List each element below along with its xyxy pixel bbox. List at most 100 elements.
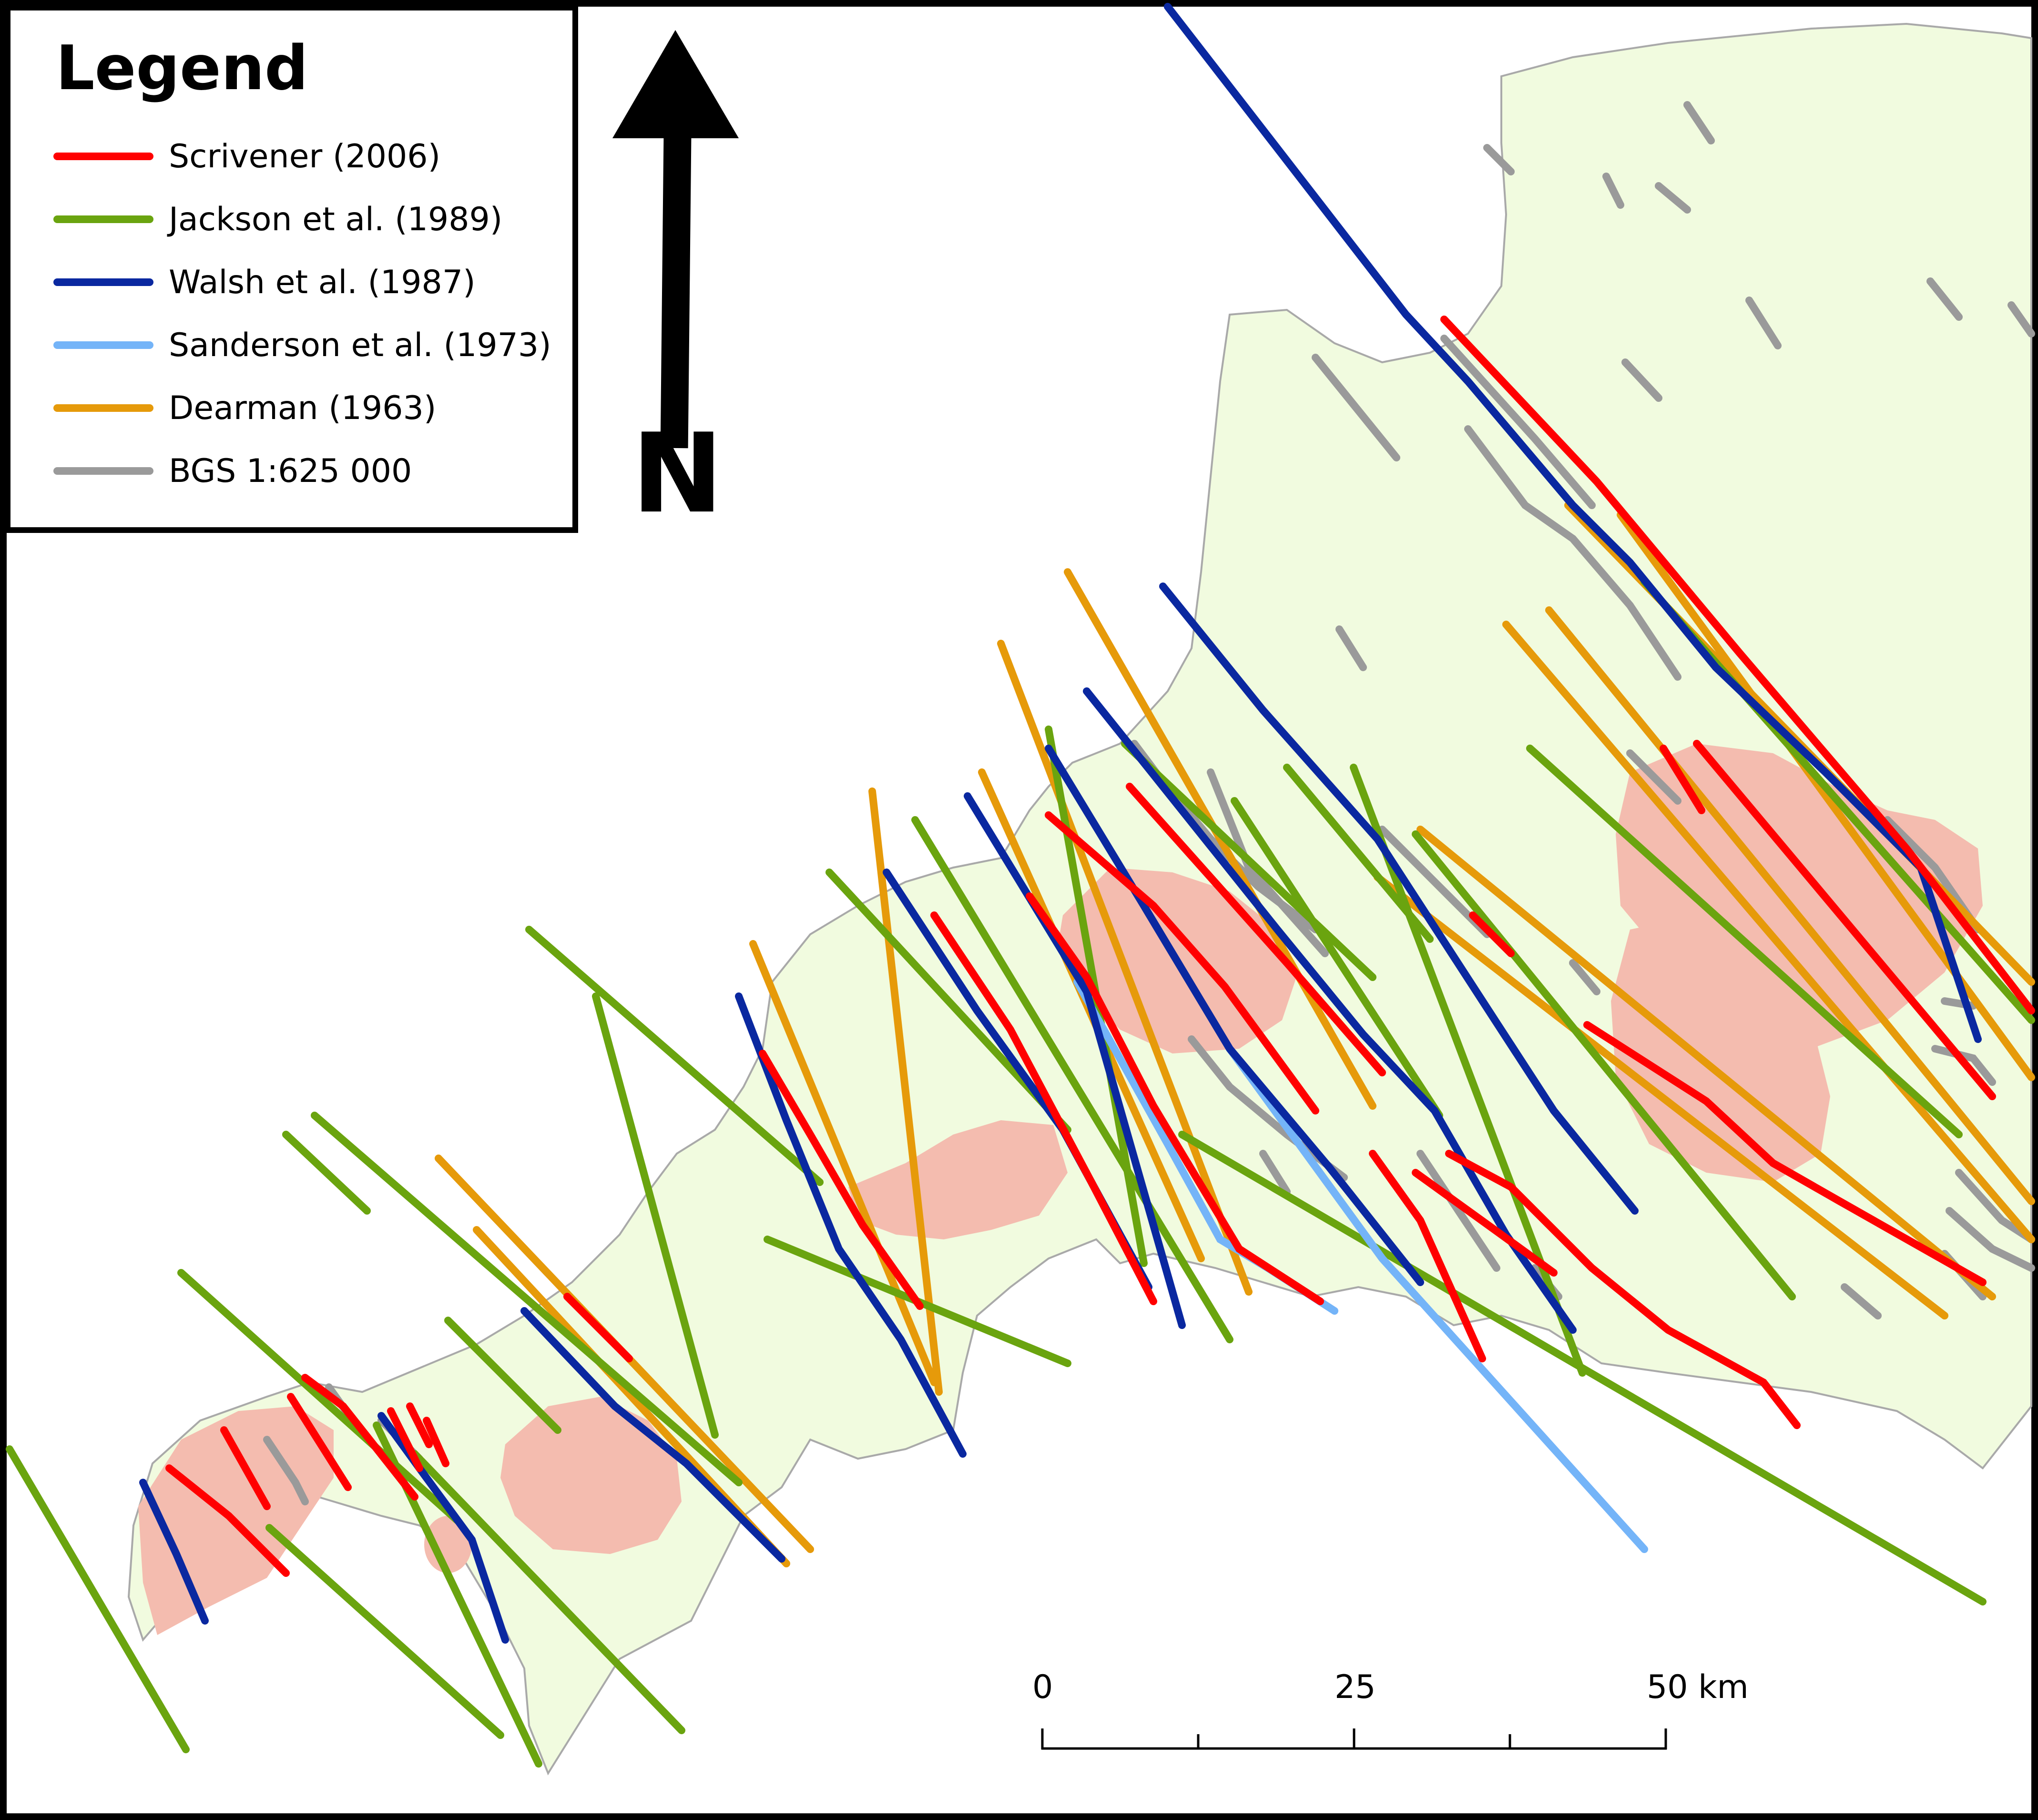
jackson-fault (177, 1269, 461, 1524)
walsh-fault (1164, 3, 1982, 1043)
walsh-fault (735, 992, 967, 1458)
jackson-fault (6, 1445, 190, 1753)
scale-bar-line (1041, 1728, 1667, 1750)
granite-small-1 (424, 1516, 472, 1573)
jackson-fault (311, 1112, 743, 1486)
scrivener-fault (406, 1402, 433, 1448)
legend-swatch (53, 153, 153, 160)
scrivener-fault (1445, 1150, 1801, 1429)
scale-label-50: 50 km (1647, 1668, 1749, 1706)
scrivener-fault (220, 1426, 271, 1510)
bgs-faults (263, 101, 2035, 1505)
legend-swatch (53, 278, 153, 286)
jackson-fault (592, 992, 719, 1439)
jackson-fault (1178, 1131, 1987, 1605)
scrivener-fault (1026, 892, 1324, 1305)
scrivener-fault (1693, 740, 1996, 1100)
sanderson-fault (1226, 1045, 1648, 1553)
legend-swatch (53, 341, 153, 349)
bgs-fault (263, 1436, 309, 1505)
legend-swatch (53, 404, 153, 412)
scrivener-fault (1660, 745, 1705, 814)
bgs-fault (1378, 826, 1491, 938)
walsh-fault (1045, 745, 1424, 1286)
bgs-fault (1931, 1045, 1996, 1086)
dearman-fault (997, 640, 1253, 1296)
jackson-fault (525, 926, 824, 1186)
jackson-fault (444, 1317, 561, 1434)
dearman-fault (868, 787, 943, 1396)
scrivener-fault (287, 1393, 352, 1491)
scrivener-fault (1369, 1150, 1486, 1362)
legend-item-walsh: Walsh et al. (1987) (53, 261, 578, 304)
legend-label: Jackson et al. (1989) (169, 201, 503, 238)
jackson-fault (1121, 740, 1376, 981)
bgs-fault (1655, 182, 1691, 214)
bgs-fault (1946, 1207, 2035, 1272)
jackson-fault (1412, 830, 1796, 1300)
bgs-fault (1335, 625, 1367, 671)
legend-item-sanderson: Sanderson et al. (1973) (53, 324, 578, 367)
bgs-fault (1569, 959, 1600, 995)
bgs-fault (1483, 144, 1515, 175)
dearman-faults (435, 501, 2035, 1567)
dearman-fault (749, 940, 938, 1386)
scrivener-fault (387, 1407, 423, 1472)
legend-label: Scrivener (2006) (169, 138, 441, 175)
scrivener-fault (1440, 316, 2035, 1014)
dearman-fault (1374, 873, 1948, 1319)
granite-body-middle (848, 1120, 1068, 1239)
legend-swatch (53, 467, 153, 475)
dearman-fault (1064, 568, 1376, 1110)
dearman-fault (1416, 826, 1996, 1300)
jackson-fault (411, 1450, 685, 1734)
scrivener-fault (1412, 1169, 1558, 1277)
legend-label: Dearman (1963) (169, 389, 437, 427)
dearman-fault (1545, 606, 2035, 1205)
bgs-fault (1745, 297, 1782, 349)
scrivener-fault (930, 911, 1157, 1305)
legend-title: Legend (56, 33, 308, 104)
scrivener-fault (423, 1417, 449, 1467)
scrivener-fault (301, 1374, 418, 1501)
bgs-fault (1683, 101, 1715, 144)
bgs-fault (1259, 1150, 1291, 1196)
scrivener-fault (1126, 783, 1386, 1076)
walsh-fault (964, 792, 1186, 1329)
bgs-fault (1926, 277, 1963, 321)
legend-label: Sanderson et al. (1973) (169, 327, 551, 364)
bgs-fault (1841, 1283, 1882, 1319)
scale-label-25: 25 (1335, 1668, 1376, 1706)
bgs-fault (1621, 358, 1662, 402)
north-arrow-icon (612, 30, 739, 449)
legend-label: Walsh et al. (1987) (169, 264, 476, 301)
scale-label-0: 0 (1032, 1668, 1053, 1706)
legend-label: BGS 1:625 000 (169, 452, 412, 490)
jackson-fault (1231, 797, 1443, 1119)
jackson-faults (6, 578, 2035, 1768)
legend-item-dearman: Dearman (1963) (53, 387, 578, 430)
bgs-fault (1440, 335, 1596, 509)
scrivener-fault (1583, 1021, 1987, 1286)
jackson-fault (1350, 764, 1586, 1377)
bgs-fault (2007, 301, 2035, 337)
jackson-fault (265, 1524, 504, 1739)
north-label: N (632, 410, 723, 538)
legend-swatch (53, 215, 153, 223)
jackson-fault (282, 1131, 371, 1215)
walsh-fault (377, 1412, 509, 1644)
legend: Legend Scrivener (2006) Jackson et al. (… (5, 5, 578, 533)
jackson-fault (911, 816, 1233, 1343)
legend-item-jackson: Jackson et al. (1989) (53, 198, 578, 241)
scrivener-fault (1045, 811, 1319, 1114)
scrivener-fault (1469, 911, 1515, 957)
walsh-fault (1159, 583, 1639, 1215)
walsh-fault (520, 1307, 785, 1563)
bgs-fault (1207, 768, 1329, 957)
bgs-fault (1602, 173, 1624, 209)
walsh-fault (139, 1479, 209, 1625)
legend-item-bgs: BGS 1:625 000 (53, 450, 578, 493)
scale-bar: 0 25 50 km (1025, 1668, 1787, 1764)
bgs-fault (1464, 425, 1681, 681)
bgs-fault (1626, 749, 1681, 805)
